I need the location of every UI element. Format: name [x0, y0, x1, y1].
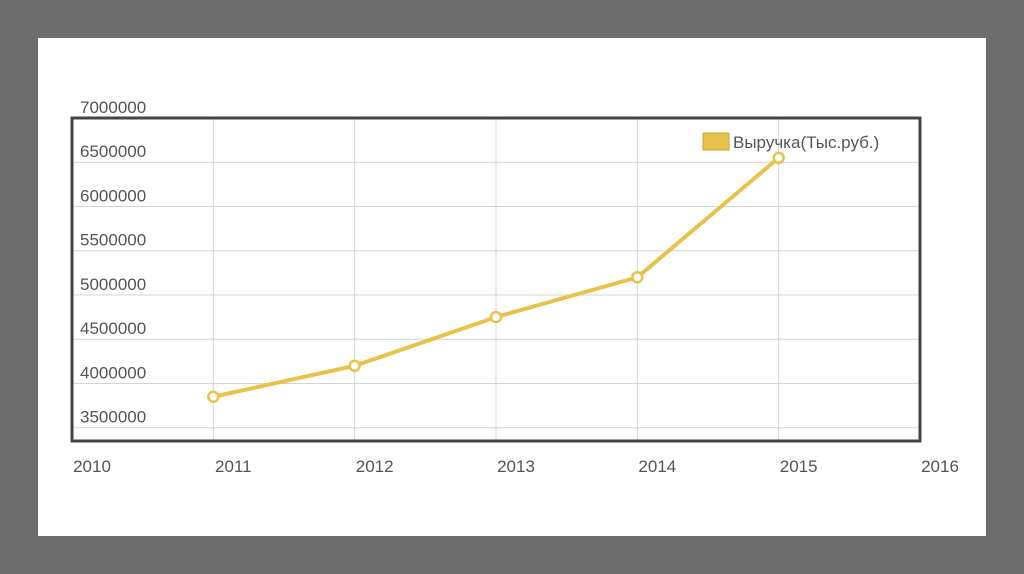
y-tick-label: 5000000 — [80, 275, 146, 294]
y-tick-label: 5500000 — [80, 231, 146, 250]
x-axis-tick-labels: 2010 2011 2012 2013 2014 2015 2016 — [73, 457, 959, 476]
x-tick-label: 2016 — [921, 457, 959, 476]
x-tick-label: 2013 — [497, 457, 535, 476]
data-point-marker — [631, 271, 644, 284]
x-tick-label: 2011 — [215, 457, 252, 476]
y-tick-label: 4000000 — [80, 363, 146, 382]
slide-background — [38, 38, 986, 536]
x-tick-label: 2015 — [780, 457, 818, 476]
y-tick-label: 6000000 — [80, 186, 146, 205]
y-tick-label: 6500000 — [80, 142, 146, 161]
y-axis-tick-labels: 7000000 6500000 6000000 5500000 5000000 45000… — [80, 98, 146, 427]
legend-label: Выручка(Тыс.руб.) — [733, 133, 879, 152]
x-tick-label: 2012 — [356, 457, 394, 476]
plot-area-frame — [70, 116, 922, 443]
data-point-marker — [207, 390, 220, 404]
legend-swatch — [702, 132, 730, 151]
grid-lines — [72, 118, 920, 441]
data-point-marker — [348, 359, 361, 373]
y-tick-label: 7000000 — [80, 98, 146, 117]
series-layer — [207, 151, 785, 404]
data-point-marker — [772, 151, 785, 165]
y-tick-label: 4500000 — [80, 319, 146, 338]
x-tick-label: 2010 — [73, 457, 111, 476]
legend: Выручка(Тыс.руб.) — [702, 132, 879, 152]
y-tick-label: 3500000 — [80, 408, 146, 427]
x-tick-label: 2014 — [638, 457, 676, 476]
data-point-marker — [489, 310, 503, 324]
